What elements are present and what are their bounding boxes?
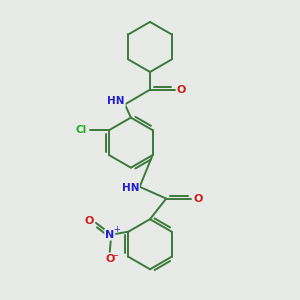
Text: O: O [105,254,115,264]
Text: HN: HN [122,183,139,193]
Text: O: O [177,85,186,94]
Text: HN: HN [107,96,125,106]
Text: N: N [105,230,114,240]
Text: O: O [193,194,202,204]
Text: −: − [111,251,119,261]
Text: Cl: Cl [75,125,86,135]
Text: +: + [113,225,120,234]
Text: O: O [85,216,94,226]
